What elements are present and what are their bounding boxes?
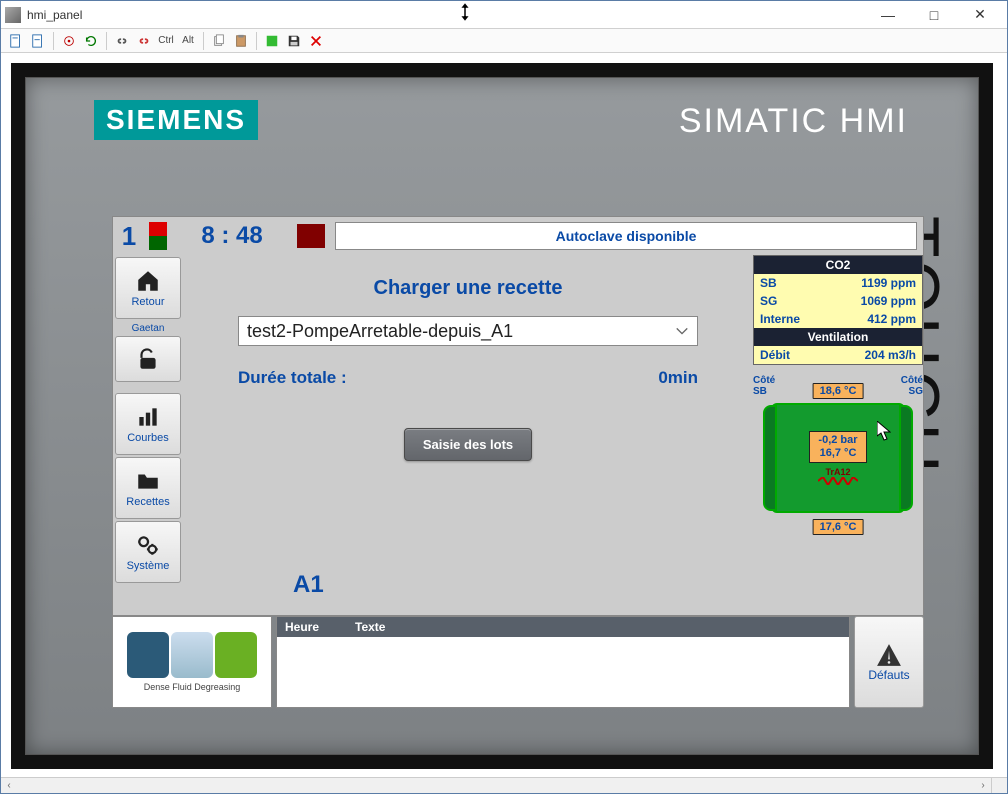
brand-simatic-label: SIMATIC HMI xyxy=(679,102,908,141)
dfd-logo: Dense Fluid Degreasing xyxy=(112,616,272,708)
nav-systeme-label: Système xyxy=(127,560,170,572)
viewport: SIEMENS SIMATIC HMI TOUCH 1 8 : 48 Au xyxy=(1,53,1005,779)
co2-table: CO2 SB1199 ppm SG1069 ppm Interne412 ppm… xyxy=(753,255,923,365)
events-col-time: Heure xyxy=(285,620,355,634)
dfd-caption: Dense Fluid Degreasing xyxy=(144,682,241,692)
status-message: Autoclave disponible xyxy=(335,222,917,250)
events-header: Heure Texte xyxy=(277,617,849,637)
tool-copy-icon[interactable] xyxy=(210,32,228,50)
tool-refresh-icon[interactable] xyxy=(82,32,100,50)
tool-ctrl-label[interactable]: Ctrl xyxy=(157,32,175,50)
barchart-icon xyxy=(134,404,162,430)
window-close-button[interactable]: ✕ xyxy=(957,2,1003,28)
autoclave-id-label: A1 xyxy=(293,571,324,599)
co2-row-sg: SG1069 ppm xyxy=(754,292,922,310)
autoclave-temp-top: 18,6 °C xyxy=(813,383,864,399)
recipe-selected: test2-PompeArretable-depuis_A1 xyxy=(247,321,513,342)
bottom-row: Dense Fluid Degreasing Heure Texte Défau… xyxy=(112,616,924,708)
scroll-left-icon[interactable]: ‹ xyxy=(1,780,17,791)
brand-siemens-logo: SIEMENS xyxy=(94,100,258,140)
app-window: hmi_panel — □ ✕ Ctrl Alt SIEMENS SIMATIC xyxy=(0,0,1008,794)
window-resize-grip[interactable] xyxy=(991,777,1007,793)
right-pane: CO2 SB1199 ppm SG1069 ppm Interne412 ppm… xyxy=(753,255,923,615)
dfd-glyph xyxy=(127,632,257,678)
events-col-text: Texte xyxy=(355,620,841,634)
tool-link2-icon[interactable] xyxy=(135,32,153,50)
window-maximize-button[interactable]: □ xyxy=(911,2,957,28)
faults-label: Défauts xyxy=(868,668,909,682)
app-toolbar: Ctrl Alt xyxy=(1,29,1007,53)
vessel-endcap-right xyxy=(899,405,913,511)
nav-retour-label: Retour xyxy=(131,296,164,308)
nav-courbes-button[interactable]: Courbes xyxy=(115,393,181,455)
home-icon xyxy=(134,268,162,294)
status-led-bottom xyxy=(149,236,167,250)
recipe-duration-label: Durée totale : xyxy=(238,368,347,388)
window-hscrollbar[interactable]: ‹ › xyxy=(1,777,991,793)
ventilation-row-debit: Débit204 m3/h xyxy=(754,346,922,364)
chevron-down-icon xyxy=(673,322,691,340)
faults-button[interactable]: Défauts xyxy=(854,616,924,708)
nav-lock-button[interactable] xyxy=(115,336,181,382)
co2-header: CO2 xyxy=(754,256,922,274)
tool-green-icon[interactable] xyxy=(263,32,281,50)
nav-user-label: Gaetan xyxy=(115,323,181,334)
tool-save-icon[interactable] xyxy=(285,32,303,50)
warning-icon xyxy=(874,642,904,668)
clock: 8 : 48 xyxy=(177,222,287,250)
status-indicator xyxy=(297,224,325,248)
hmi-panel-face: SIEMENS SIMATIC HMI TOUCH 1 8 : 48 Au xyxy=(25,77,979,755)
recipe-duration-value: 0min xyxy=(658,368,698,388)
tool-link1-icon[interactable] xyxy=(113,32,131,50)
tool-paste-icon[interactable] xyxy=(232,32,250,50)
co2-row-interne: Interne412 ppm xyxy=(754,310,922,328)
nav-retour-button[interactable]: Retour xyxy=(115,257,181,319)
autoclave-side-sb: CôtéSB xyxy=(753,375,775,397)
autoclave-vessel: -0,2 bar 16,7 °C TrA12 xyxy=(771,403,905,513)
nav-courbes-label: Courbes xyxy=(127,432,169,444)
tool-target-icon[interactable] xyxy=(60,32,78,50)
autoclave-graphic: CôtéSB CôtéSG 18,6 °C xyxy=(753,375,923,535)
gears-icon xyxy=(134,532,162,558)
hmi-screen: 1 8 : 48 Autoclave disponible xyxy=(112,216,924,616)
events-body[interactable] xyxy=(277,637,849,707)
vessel-endcap-left xyxy=(763,405,777,511)
ventilation-header: Ventilation xyxy=(754,328,922,346)
heater-id: TrA12 xyxy=(825,467,850,477)
tool-page2-icon[interactable] xyxy=(29,32,47,50)
app-icon xyxy=(5,7,21,23)
window-titlebar: hmi_panel — □ ✕ xyxy=(1,1,1007,29)
unlock-icon xyxy=(134,346,162,372)
nav-systeme-button[interactable]: Système xyxy=(115,521,181,583)
plant-number: 1 xyxy=(119,221,139,252)
recipe-heading: Charger une recette xyxy=(374,277,563,300)
recipe-dropdown[interactable]: test2-PompeArretable-depuis_A1 xyxy=(238,316,698,346)
lots-button[interactable]: Saisie des lots xyxy=(404,428,532,461)
scroll-right-icon[interactable]: › xyxy=(975,780,991,791)
autoclave-side-sg: CôtéSG xyxy=(901,375,923,397)
nav-recettes-button[interactable]: Recettes xyxy=(115,457,181,519)
events-panel: Heure Texte xyxy=(276,616,850,708)
autoclave-temp-bottom: 17,6 °C xyxy=(813,519,864,535)
hmi-bezel: SIEMENS SIMATIC HMI TOUCH 1 8 : 48 Au xyxy=(11,63,993,769)
autoclave-inner-readout: -0,2 bar 16,7 °C xyxy=(809,431,866,463)
folder-icon xyxy=(134,468,162,494)
recipe-duration-row: Durée totale : 0min xyxy=(238,368,698,388)
status-led-top xyxy=(149,222,167,236)
nav-recettes-label: Recettes xyxy=(126,496,169,508)
brand-touch-label: TOUCH xyxy=(920,216,970,616)
center-pane: Charger une recette test2-PompeArretable… xyxy=(183,255,753,615)
window-minimize-button[interactable]: — xyxy=(865,2,911,28)
heater-icon xyxy=(818,477,858,485)
window-title: hmi_panel xyxy=(27,8,865,22)
status-bar: 1 8 : 48 Autoclave disponible xyxy=(113,217,923,255)
co2-row-sb: SB1199 ppm xyxy=(754,274,922,292)
status-leds xyxy=(149,222,167,250)
tool-page1-icon[interactable] xyxy=(7,32,25,50)
left-nav: Retour Gaetan Courbes xyxy=(113,255,183,615)
tool-alt-label[interactable]: Alt xyxy=(179,32,197,50)
tool-delete-icon[interactable] xyxy=(307,32,325,50)
